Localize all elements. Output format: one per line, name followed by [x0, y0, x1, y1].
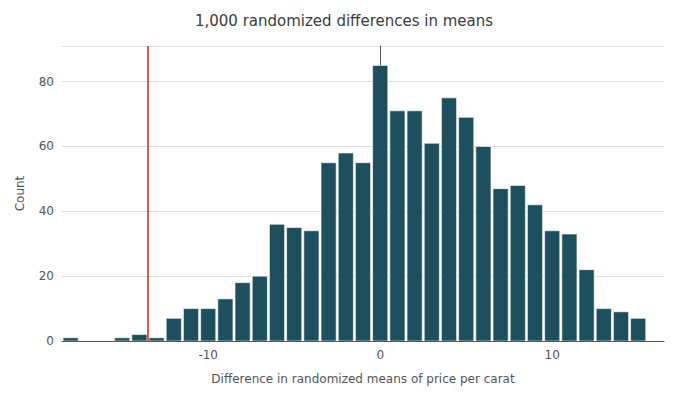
svg-text:60: 60: [39, 139, 54, 153]
svg-text:10: 10: [545, 348, 560, 362]
svg-text:Count: Count: [13, 175, 27, 211]
svg-text:20: 20: [39, 269, 54, 283]
svg-text:1,000 randomized differences i: 1,000 randomized differences in means: [195, 12, 493, 30]
svg-text:0: 0: [46, 334, 54, 348]
svg-text:0: 0: [376, 348, 384, 362]
svg-text:Difference in randomized means: Difference in randomized means of price …: [211, 372, 515, 386]
svg-text:80: 80: [39, 75, 54, 89]
svg-text:40: 40: [39, 204, 54, 218]
svg-text:-10: -10: [198, 348, 218, 362]
